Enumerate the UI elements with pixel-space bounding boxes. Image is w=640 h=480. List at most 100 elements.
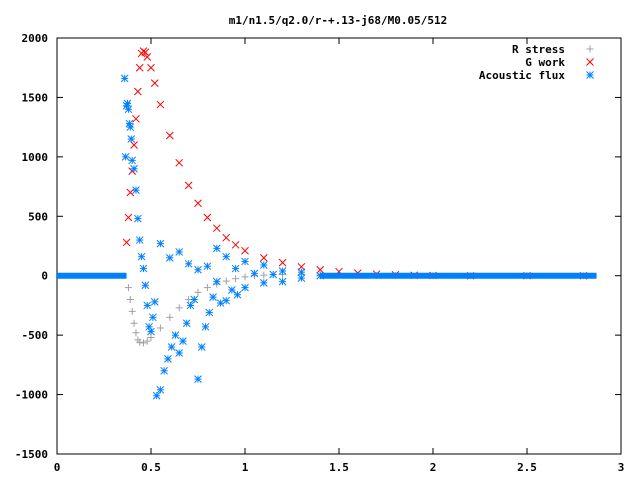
data-point bbox=[175, 349, 184, 357]
series-layer bbox=[57, 47, 597, 400]
data-point bbox=[227, 286, 236, 294]
data-point bbox=[128, 307, 136, 315]
data-point bbox=[164, 355, 172, 363]
plot-frame bbox=[56, 37, 622, 455]
data-point bbox=[123, 99, 132, 108]
data-point bbox=[124, 213, 133, 222]
data-point bbox=[297, 268, 306, 277]
data-point bbox=[156, 100, 165, 109]
data-point bbox=[222, 233, 231, 242]
data-point bbox=[231, 264, 240, 273]
data-point bbox=[147, 327, 155, 336]
data-point bbox=[259, 261, 268, 269]
x-tick-label: 3 bbox=[618, 461, 625, 474]
data-point bbox=[241, 283, 249, 292]
series-r-stress bbox=[124, 271, 587, 347]
data-point bbox=[143, 337, 151, 345]
legend-label: R stress bbox=[512, 43, 565, 56]
data-point bbox=[166, 313, 174, 321]
data-point bbox=[212, 224, 221, 233]
legend-label: Acoustic flux bbox=[479, 69, 565, 82]
data-point bbox=[241, 273, 249, 281]
data-point bbox=[184, 259, 193, 268]
data-point bbox=[167, 343, 176, 351]
data-point bbox=[128, 156, 137, 165]
data-point bbox=[150, 79, 159, 88]
data-point bbox=[165, 131, 174, 140]
data-point bbox=[136, 338, 144, 346]
data-point bbox=[122, 238, 131, 247]
data-point bbox=[143, 53, 152, 61]
legend-marker bbox=[586, 45, 594, 53]
y-tick-label: 1500 bbox=[22, 91, 49, 104]
data-point bbox=[133, 87, 142, 96]
x-tick-label: 0 bbox=[54, 461, 61, 474]
data-point bbox=[197, 343, 206, 351]
legend-label: G work bbox=[525, 56, 565, 69]
data-point bbox=[132, 329, 140, 337]
data-point bbox=[139, 264, 148, 273]
legend-marker bbox=[586, 71, 594, 79]
legend-marker bbox=[586, 58, 594, 66]
y-tick-label: 500 bbox=[28, 210, 48, 223]
legend-item: R stress bbox=[512, 43, 594, 56]
data-point bbox=[124, 105, 133, 114]
data-point bbox=[126, 123, 135, 131]
data-point bbox=[130, 164, 138, 173]
data-point bbox=[137, 252, 146, 261]
data-point bbox=[147, 334, 155, 342]
data-point bbox=[203, 213, 212, 222]
data-point bbox=[141, 48, 150, 57]
data-point bbox=[139, 339, 147, 347]
data-point bbox=[259, 254, 268, 262]
chart-title: m1/n1.5/q2.0/r-+.13-j68/M0.05/512 bbox=[229, 14, 448, 27]
data-point bbox=[278, 267, 287, 275]
data-point bbox=[171, 331, 180, 339]
data-point bbox=[259, 278, 268, 287]
data-point bbox=[205, 308, 214, 317]
data-point bbox=[156, 239, 165, 248]
legend-item: Acoustic flux bbox=[479, 69, 594, 82]
data-point bbox=[179, 337, 187, 345]
data-point bbox=[212, 244, 221, 253]
data-point bbox=[241, 246, 249, 255]
data-point bbox=[201, 322, 210, 331]
data-point bbox=[120, 74, 129, 83]
y-tick-label: -500 bbox=[22, 329, 49, 342]
x-tick-label: 2.5 bbox=[517, 461, 537, 474]
data-point bbox=[186, 301, 195, 310]
data-point bbox=[149, 313, 157, 322]
data-point bbox=[126, 295, 134, 303]
series-g-work bbox=[122, 47, 588, 280]
data-point bbox=[203, 284, 211, 292]
data-point bbox=[156, 324, 164, 332]
y-tick-label: 2000 bbox=[22, 32, 49, 45]
data-point bbox=[222, 252, 231, 261]
data-point bbox=[135, 63, 144, 72]
data-point bbox=[165, 254, 174, 262]
data-point bbox=[316, 271, 325, 280]
x-tick-label: 0.5 bbox=[141, 461, 161, 474]
y-tick-label: -1000 bbox=[15, 389, 48, 402]
legend-item: G work bbox=[525, 56, 594, 69]
x-tick-label: 1.5 bbox=[329, 461, 349, 474]
data-point bbox=[316, 265, 325, 274]
data-point bbox=[297, 274, 306, 282]
data-point bbox=[241, 257, 249, 266]
data-point bbox=[233, 290, 242, 299]
data-point bbox=[184, 181, 193, 190]
data-point bbox=[260, 271, 268, 279]
series-acoustic-flux bbox=[57, 74, 597, 400]
data-point bbox=[147, 63, 155, 72]
data-point bbox=[175, 158, 184, 167]
data-point bbox=[124, 284, 132, 292]
data-point bbox=[135, 236, 144, 244]
data-point bbox=[130, 319, 138, 327]
data-point bbox=[133, 214, 142, 223]
data-point bbox=[194, 288, 202, 296]
data-point bbox=[121, 153, 130, 161]
data-point bbox=[231, 240, 240, 249]
data-point bbox=[232, 275, 240, 283]
